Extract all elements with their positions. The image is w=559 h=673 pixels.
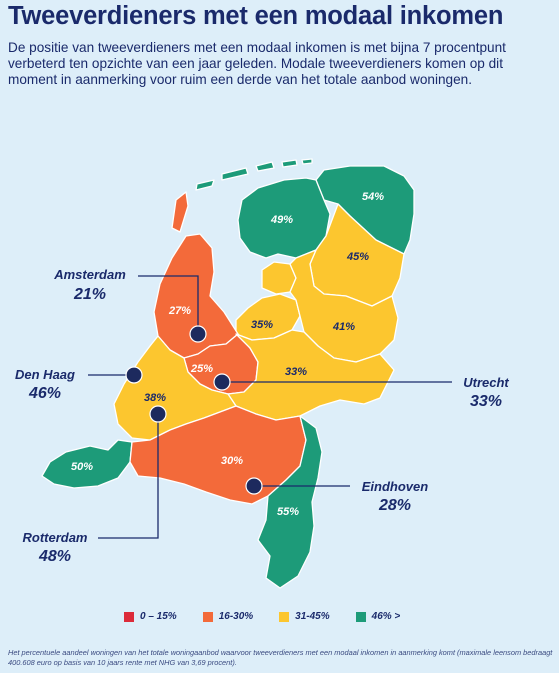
leader-rotterdam [98, 414, 159, 539]
footnote: Het percentuele aandeel woningen van het… [8, 648, 553, 667]
texel-island [171, 191, 189, 233]
province-gelderland [227, 329, 395, 421]
label-noord-holland: 27% [168, 305, 191, 317]
label-gelderland: 33% [285, 366, 307, 378]
legend-label: 31-45% [295, 611, 330, 622]
city-amsterdam-value: 21% [73, 286, 106, 303]
leader-amsterdam [138, 275, 199, 334]
intro-text: De positie van tweeverdieners met een mo… [8, 40, 506, 87]
city-eindhoven-value: 28% [378, 497, 411, 514]
legend-label: 16-30% [218, 611, 254, 622]
province-labels: 54% 49% 45% 35% 41% 27% 25% 33% 38% 50% … [71, 191, 384, 518]
schiermonnikoog-island [281, 159, 298, 168]
city-rotterdam-name: Rotterdam [22, 530, 87, 545]
province-limburg [257, 415, 323, 589]
legend-swatch [355, 611, 366, 622]
label-overijssel: 41% [332, 321, 355, 333]
city-labels: Amsterdam 21% Den Haag 46% Utrecht 33% R… [15, 267, 509, 565]
city-leaders [88, 275, 452, 539]
dot-eindhoven [245, 477, 263, 495]
label-limburg: 55% [277, 506, 299, 518]
city-dots [125, 325, 263, 495]
terschelling-island [221, 167, 249, 181]
legend: 0 – 15% 16-30% 31-45% 46% > [124, 611, 426, 622]
city-amsterdam-name: Amsterdam [53, 267, 126, 282]
label-zuid-holland: 38% [144, 392, 166, 404]
city-den-haag-name: Den Haag [15, 367, 75, 382]
city-den-haag-value: 46% [28, 385, 61, 402]
legend-label: 46% > [371, 611, 401, 622]
city-rotterdam-value: 48% [38, 548, 71, 565]
provinces [41, 165, 415, 589]
legend-label: 0 – 15% [140, 611, 177, 622]
city-utrecht-name: Utrecht [463, 375, 509, 390]
city-utrecht-value: 33% [470, 393, 502, 410]
city-eindhoven-name: Eindhoven [362, 479, 429, 494]
legend-swatch [202, 611, 213, 622]
province-friesland [237, 177, 331, 259]
rottum-island [301, 158, 313, 165]
ameland-island [255, 161, 275, 172]
dot-amsterdam [189, 325, 207, 343]
legend-item: 31-45% [279, 611, 330, 622]
dot-den-haag [125, 366, 143, 384]
dot-rotterdam [149, 405, 167, 423]
legend-item: 16-30% [202, 611, 254, 622]
legend-swatch [124, 611, 134, 622]
dot-utrecht [213, 373, 231, 391]
wadden-islands [171, 158, 313, 233]
page-title: Tweeverdieners met een modaal inkomen [8, 2, 504, 30]
label-zeeland: 50% [71, 461, 93, 473]
netherlands-map: 54% 49% 45% 35% 41% 27% 25% 33% 38% 50% … [15, 158, 509, 589]
legend-item: 0 – 15% [124, 611, 177, 622]
vlieland-island [195, 179, 215, 191]
label-friesland: 49% [270, 214, 293, 226]
label-noord-brabant: 30% [221, 455, 243, 467]
label-flevoland: 35% [251, 319, 273, 331]
legend-item: 46% > [355, 611, 401, 622]
label-drenthe: 45% [346, 251, 369, 263]
legend-swatch [279, 611, 290, 622]
label-utrecht-prov: 25% [190, 363, 213, 375]
label-groningen: 54% [362, 191, 384, 203]
